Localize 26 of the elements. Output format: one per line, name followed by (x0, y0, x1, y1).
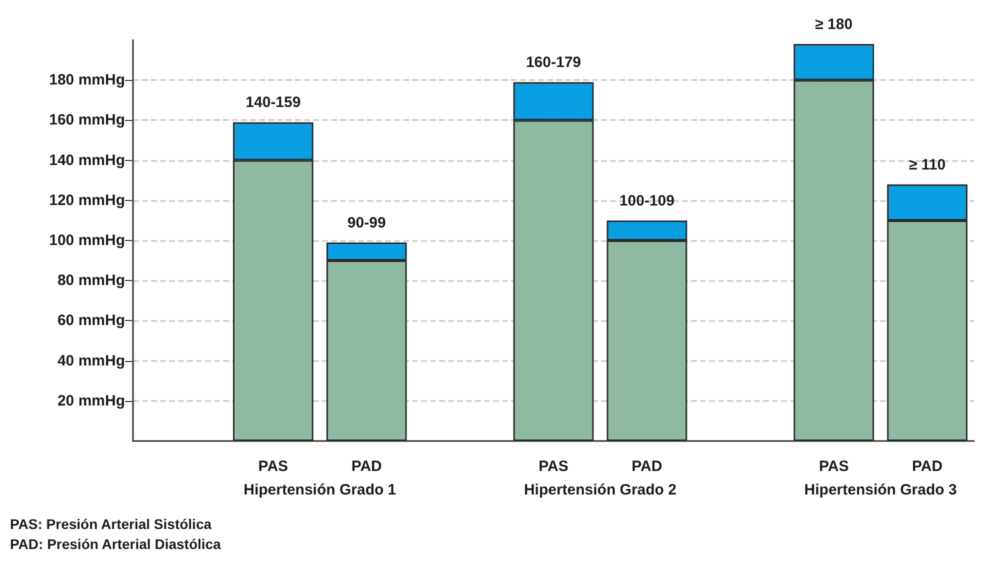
x-tick-label: PAS (258, 458, 288, 475)
data-label: 140-159 (246, 94, 301, 112)
data-label: 90-99 (347, 214, 386, 232)
y-tick-label: 100 mmHg (49, 232, 125, 249)
text: Hipertensión Grado 1 (244, 482, 396, 498)
data-label: ≥ 180 (815, 16, 853, 34)
x-tick-label: PAS (818, 458, 849, 475)
data-label: ≥ 110 (908, 156, 946, 174)
y-tick-label: 140 mmHg (49, 152, 125, 169)
y-tick-label: 180 mmHg (49, 72, 125, 89)
text: PAS: Presión Arterial Sistólica (10, 516, 212, 532)
x-tick-label: PAD (632, 458, 662, 475)
data-label: 160-179 (526, 54, 582, 72)
x-tick-label: PAD (351, 458, 382, 475)
y-tick-label: 40 mmHg (57, 352, 125, 370)
x-tick-label: PAD (912, 458, 943, 475)
y-tick-label: 60 mmHg (57, 312, 125, 330)
text: Hipertensión Grado 3 (804, 482, 957, 498)
data-label: 100-109 (619, 192, 674, 210)
x-tick-label: PAS (538, 458, 568, 475)
y-tick-label: 160 mmHg (49, 112, 125, 129)
text: Hipertensión Grado 2 (524, 482, 676, 498)
y-tick-label: 20 mmHg (57, 392, 125, 410)
y-tick-label: 80 mmHg (57, 272, 125, 290)
y-tick-label: 120 mmHg (49, 192, 125, 209)
text: PAD: Presión Arterial Diastólica (10, 536, 222, 552)
